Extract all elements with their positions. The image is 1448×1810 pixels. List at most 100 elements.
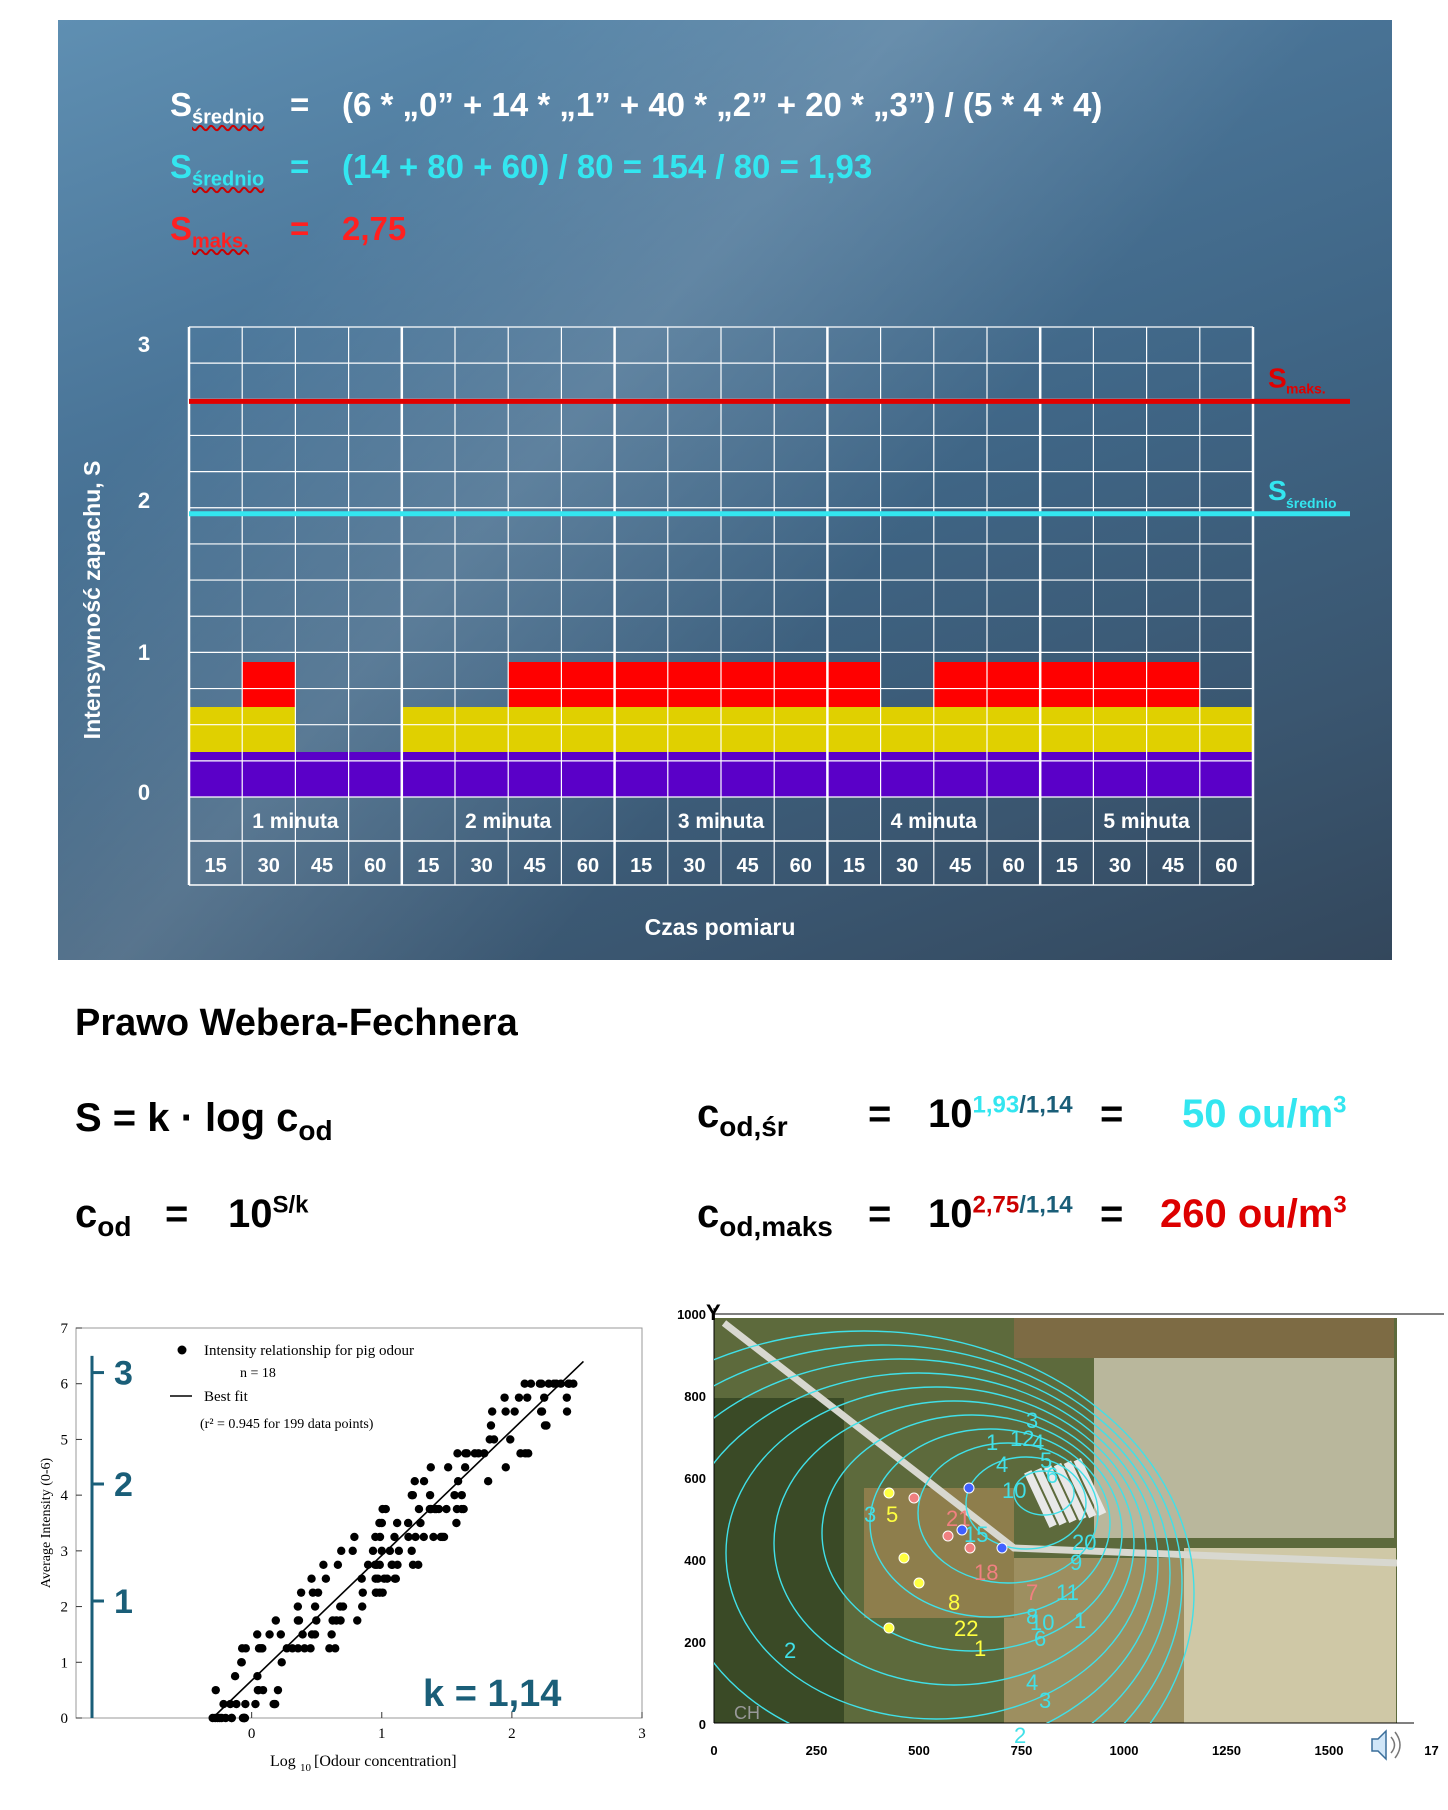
law-title: Prawo Webera-Fechnera	[75, 1002, 518, 1044]
intensity-cell	[1040, 729, 1094, 752]
scatter-point	[265, 1630, 274, 1639]
scatter-point	[375, 1532, 385, 1542]
intensity-scatter-plot: 0 1 2 3 4 5 6 7 0 1 2 3 Average Intensity (0-6) Log 10…	[40, 1321, 646, 1774]
scatter-point	[460, 1463, 470, 1472]
legend-points-label: Intensity relationship for pig odour	[204, 1343, 414, 1359]
x-axis-title: Czas pomiaru	[645, 914, 796, 940]
smean-label-sub: średnio	[1286, 495, 1337, 511]
scatter-point	[459, 1504, 468, 1514]
scatter-point	[461, 1449, 470, 1458]
intensity-cell	[1146, 707, 1200, 730]
scatter-point	[443, 1463, 453, 1472]
scatter-x-title-sub: 10	[300, 1762, 312, 1774]
contour-label: 8	[948, 1590, 960, 1615]
scatter-point	[253, 1685, 263, 1695]
column-label: 45	[1162, 855, 1184, 877]
scatter-point	[501, 1463, 510, 1472]
scatter-point	[408, 1490, 418, 1500]
intensity-cell	[774, 774, 828, 797]
scatter-point	[353, 1616, 362, 1625]
intensity-cell	[774, 684, 828, 707]
intensity-cell	[1093, 662, 1147, 685]
contour-label: 1	[986, 1430, 998, 1455]
contour-line	[773, 1400, 1135, 1686]
law-equation-2-power: 10S/k	[228, 1191, 309, 1236]
intensity-cell	[561, 729, 615, 752]
column-label: 45	[949, 855, 971, 877]
intensity-cell	[508, 684, 562, 707]
speaker-icon[interactable]	[1371, 1729, 1401, 1761]
scatter-point	[403, 1518, 413, 1528]
contour-label: 5	[886, 1502, 898, 1527]
intensity-cell	[987, 707, 1041, 730]
scatter-point	[408, 1560, 418, 1569]
intensity-cell	[987, 752, 1041, 775]
map-x-tick-label: 17	[1424, 1743, 1438, 1758]
law-equation-1: S = k · log cod	[75, 1096, 333, 1146]
c-max-power: 102,75/1,14	[928, 1191, 1073, 1236]
scatter-point	[276, 1630, 286, 1639]
intensity-cell	[1199, 774, 1253, 797]
intensity-cell	[561, 684, 615, 707]
scatter-x-title: Log	[270, 1753, 296, 1770]
intensity-cell	[242, 774, 296, 797]
intensity-cell	[614, 774, 668, 797]
scatter-point	[227, 1713, 236, 1723]
scatter-point	[452, 1518, 461, 1528]
scatter-point	[407, 1546, 416, 1556]
intensity-cell	[401, 729, 455, 752]
intensity-cell	[1040, 662, 1094, 685]
intensity-cell	[667, 752, 721, 775]
intensity-cell	[1093, 729, 1147, 752]
map-x-tick-label: 0	[710, 1743, 717, 1758]
farm-building	[1024, 1470, 1057, 1528]
intensity-cell	[987, 729, 1041, 752]
group-label: 2 minuta	[465, 810, 552, 833]
intensity-cell	[1040, 752, 1094, 775]
receptor-point	[898, 1552, 910, 1564]
intensity-cell	[1093, 774, 1147, 797]
scatter-point	[483, 1477, 493, 1486]
contour-label: 9	[1070, 1550, 1082, 1575]
scatter-point	[457, 1490, 466, 1500]
c-max-value: 260 ou/m3	[1160, 1191, 1347, 1236]
map-x-tick-label: 750	[1011, 1743, 1033, 1758]
column-label: 60	[1215, 855, 1237, 877]
scatter-point	[526, 1379, 536, 1388]
map-y-tick-label: 0	[699, 1717, 706, 1732]
column-label: 30	[683, 855, 705, 877]
intensity-cell	[880, 729, 934, 752]
intensity-cell	[508, 774, 562, 797]
formula-mean-row: Sśrednio = (6 * „0” + 14 * „1” + 40 * „2” …	[170, 86, 1103, 129]
contour-label: 3	[1039, 1688, 1051, 1713]
y-tick-label: 5	[61, 1432, 69, 1448]
contour-label: 20	[1072, 1530, 1096, 1555]
plot-frame	[75, 1327, 643, 1719]
scatter-point	[404, 1532, 413, 1542]
intensity-cell	[933, 774, 987, 797]
map-corner-label: CH	[734, 1703, 760, 1723]
y-tick-label: 1	[138, 640, 150, 665]
intensity-cell	[774, 707, 828, 730]
scatter-point	[371, 1574, 380, 1583]
column-label: 45	[736, 855, 758, 877]
map-y-tick-label: 1000	[677, 1307, 706, 1322]
intensity-cell	[242, 729, 296, 752]
scatter-point	[452, 1504, 462, 1514]
scatter-point	[425, 1490, 435, 1500]
scatter-point	[333, 1560, 343, 1569]
intensity-cell	[614, 662, 668, 685]
scatter-point	[549, 1379, 559, 1388]
column-label: 60	[577, 855, 599, 877]
scatter-point	[381, 1504, 390, 1514]
field-patch	[1094, 1348, 1394, 1538]
intensity-cell	[1199, 752, 1253, 775]
x-tick-label: 0	[248, 1726, 256, 1742]
scatter-point	[414, 1504, 424, 1514]
c-max-label: cod,maks	[697, 1192, 833, 1242]
column-label: 30	[1109, 855, 1131, 877]
intensity-cell	[933, 662, 987, 685]
intensity-cell	[189, 752, 243, 775]
map-y-tick-label: 400	[684, 1553, 706, 1568]
